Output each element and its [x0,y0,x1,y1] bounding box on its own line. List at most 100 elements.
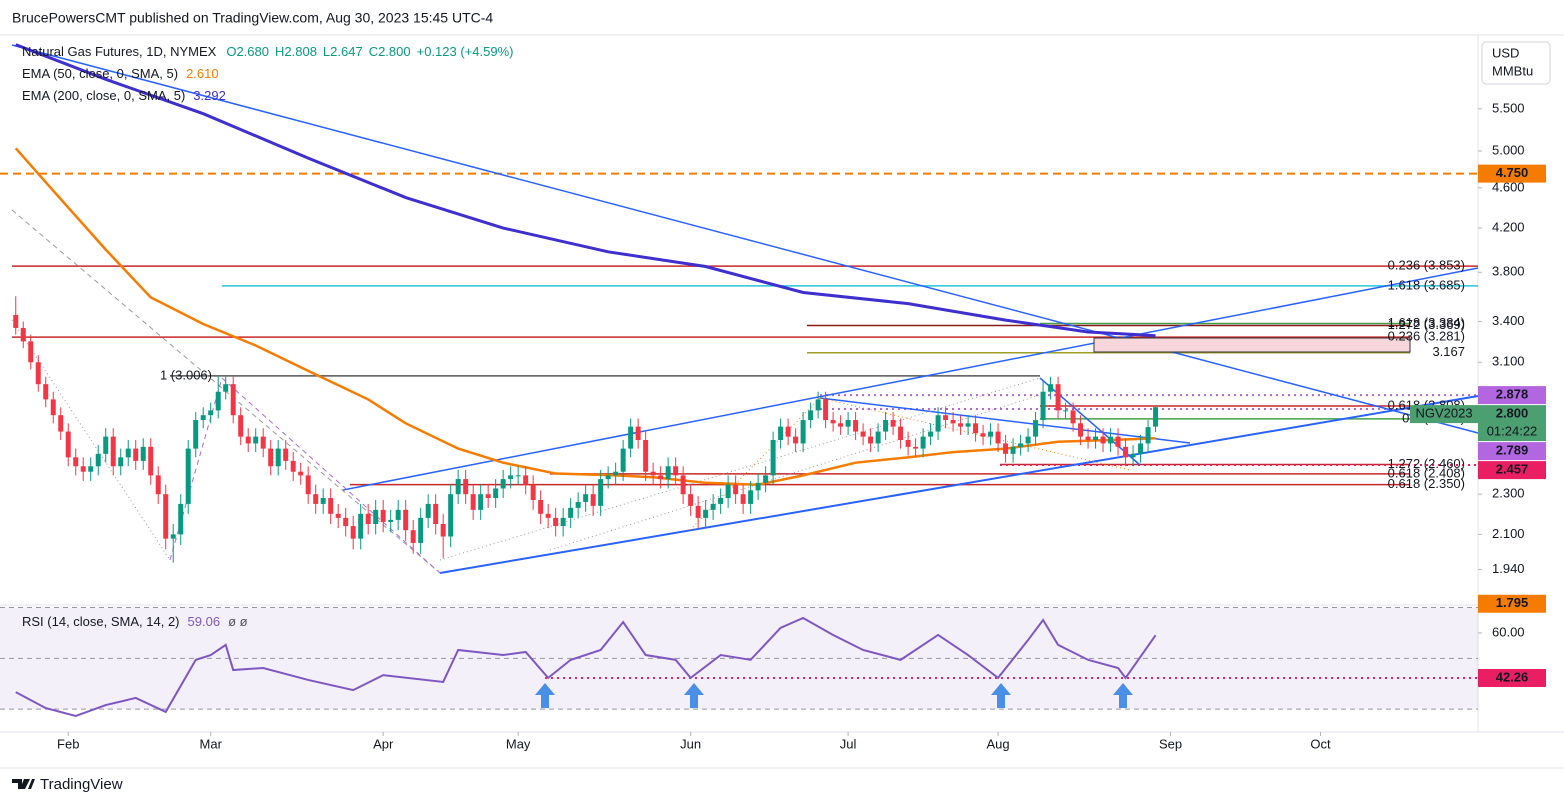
candle [208,402,214,424]
candle [1115,428,1121,456]
candle [868,428,874,453]
indicator-value: 3.292 [193,88,226,103]
indicator-name: RSI (14, close, SMA, 14, 2) [22,614,180,629]
candle [373,499,379,535]
candle [665,457,671,489]
arrow [991,683,1011,708]
candle [508,466,514,489]
candle [155,466,161,504]
level-label: 1.618 (3.685) [1388,277,1465,292]
candle [343,507,349,537]
candle-body [1033,420,1039,437]
legend-title: Natural Gas Futures, 1D, NYMEX O2.680 H2.8… [22,44,513,59]
candle [658,466,664,489]
candle-body [620,448,626,472]
candle [290,452,296,481]
candle-body [635,426,641,441]
candle [283,440,289,470]
candle-body [448,494,454,537]
rsi-marker-label: 42.26 [1496,669,1529,684]
candle-body [133,448,139,461]
candle [793,428,799,453]
candle-body [433,503,439,525]
candle [463,469,469,504]
candle [395,499,401,531]
legend-rsi: RSI (14, close, SMA, 14, 2) 59.06 ø ø [22,614,248,629]
candle-body [748,490,754,504]
candle [830,412,836,432]
candle-body [980,433,986,437]
candle [95,445,101,476]
candle [530,475,536,510]
candle-body [455,479,461,495]
y-tick-label: 3.800 [1492,264,1525,279]
price-label: 2.789 [1496,443,1529,458]
trendline [819,397,1191,444]
candle-body [1130,453,1136,458]
candle-body [688,494,694,506]
candle [800,412,806,453]
candle-body [853,420,859,432]
candle [980,424,986,446]
candle-body [13,314,19,328]
candle-body [35,362,41,385]
candle-body [785,426,791,437]
candle [350,515,356,550]
candle [515,466,521,485]
candle-body [418,517,424,543]
candle-body [425,503,431,518]
candle-body [1123,446,1129,458]
candle-body [913,446,919,449]
candle [1093,428,1099,449]
legend: Natural Gas Futures, 1D, NYMEX O2.680 H2.8… [22,44,513,629]
candle-body [260,436,266,449]
candle-body [515,475,521,477]
arrow [684,683,704,708]
candle-body [118,457,124,467]
candle [590,484,596,516]
candle [335,503,341,529]
price-label: 2.457 [1496,462,1529,477]
candle [133,440,139,470]
candle [13,296,19,335]
candle-body [725,484,731,499]
candle-body [440,524,446,537]
symbol-tag-box [1410,405,1478,424]
candle-body [178,503,184,535]
ohlc-value: H2.808 [275,44,317,59]
candle-body [965,423,971,427]
candle-body [613,471,619,476]
level-label: 0.236 (3.281) [1388,329,1465,344]
candle-body [403,509,409,531]
candle [538,490,544,525]
candle-body [718,498,724,504]
candle [50,391,56,424]
price-label-box [1478,386,1546,405]
candle [470,484,476,520]
candle [260,428,266,458]
candle [965,415,971,435]
candle-body [808,410,814,421]
candle [58,407,64,441]
price-label: 1.795 [1496,595,1529,610]
candle [545,503,551,529]
rsi-marker-box [1478,668,1546,687]
unit-box: USD MMBtu [1481,41,1551,85]
arrow [1113,683,1133,708]
candle [73,448,79,476]
arrow [535,683,555,708]
candle-body [988,431,994,437]
candle [1033,412,1039,446]
unit-measure: MMBtu [1492,63,1533,78]
candle [163,484,169,550]
candle [898,418,904,449]
symbol-tag: NGV2023 [1415,406,1472,421]
y-tick-label: 4.200 [1492,219,1525,234]
candle-body [928,431,934,437]
candle-body [598,479,604,506]
candle-body [1063,410,1069,412]
candle-body [20,327,26,342]
candle [920,428,926,458]
level-label: 0.618 (2.350) [1388,476,1465,491]
y-tick-label: 4.600 [1492,179,1525,194]
